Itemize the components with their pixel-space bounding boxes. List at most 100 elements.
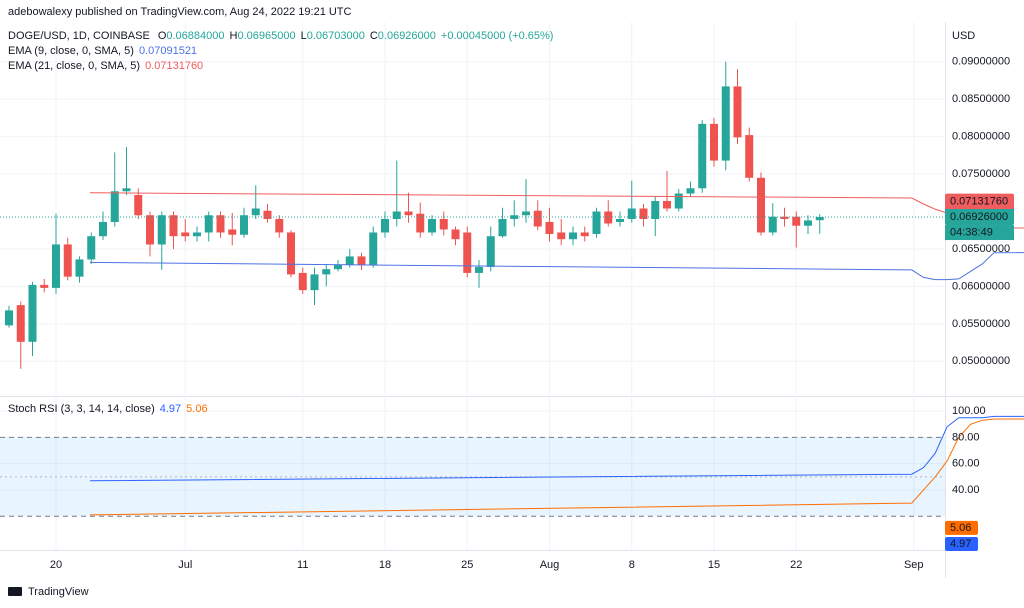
- ohlc: O0.06884000 H0.06965000 L0.06703000 C0.0692…: [158, 30, 554, 42]
- candle-body: [651, 201, 660, 219]
- candle-body: [439, 218, 448, 230]
- candle-body: [815, 217, 824, 221]
- y-tick-label: 100.00: [952, 405, 986, 417]
- ema21-legend: EMA (21, close, 0, SMA, 5) 0.07131760: [8, 60, 203, 72]
- candle-body: [181, 232, 190, 237]
- candle-body: [134, 195, 143, 216]
- ohlc-label: H: [230, 30, 238, 42]
- candle-body: [522, 211, 530, 216]
- candle-body: [369, 232, 378, 265]
- candle-body: [5, 310, 13, 326]
- ema21-name: EMA (21, close, 0, SMA, 5): [8, 60, 140, 72]
- x-tick-label: 15: [708, 559, 720, 571]
- stoch-legend: Stoch RSI (3, 3, 14, 14, close) 4.97 5.06: [8, 403, 208, 415]
- candle-body: [63, 244, 72, 277]
- ema-last-label: 0.07131760: [950, 196, 1008, 208]
- ohlc-value: 0.06884000: [166, 30, 224, 42]
- ohlc-change: +0.00045000 (+0.65%): [441, 30, 554, 42]
- ohlc-value: 0.06926000: [378, 30, 436, 42]
- candle-body: [639, 208, 648, 219]
- symbol: DOGE/USD, 1D, COINBASE: [8, 30, 150, 42]
- candle-body: [16, 305, 25, 342]
- candle-body: [627, 208, 636, 219]
- candle-body: [345, 256, 354, 265]
- grid: [0, 22, 945, 550]
- x-tick-label: 8: [629, 559, 635, 571]
- stoch-last-box: [945, 536, 978, 551]
- candle-body: [228, 229, 237, 235]
- logo: TradingView: [8, 586, 89, 598]
- y-tick-label: 0.06000000: [952, 280, 1010, 292]
- candle-body: [110, 191, 119, 222]
- ema-last-label-box: [945, 193, 1014, 210]
- candle-body: [533, 210, 542, 227]
- y-tick-label: 40.00: [952, 484, 980, 496]
- candle-body: [604, 211, 613, 224]
- candle-body: [169, 215, 178, 237]
- candle-body: [157, 215, 166, 245]
- y-tick-label: 80.00: [952, 431, 980, 443]
- candle-body: [381, 218, 389, 233]
- stoch-last-label: 4.97: [950, 538, 971, 550]
- candle-body: [87, 236, 96, 260]
- x-tick-label: 25: [461, 559, 473, 571]
- ema9-legend: EMA (9, close, 0, SMA, 5) 0.07091521: [8, 45, 197, 57]
- y-tick-label: 0.06500000: [952, 243, 1010, 255]
- marks: [0, 61, 1024, 516]
- candle-body: [75, 259, 84, 277]
- x-tick-label: Aug: [540, 559, 560, 571]
- candle-body: [451, 229, 460, 240]
- logo-icon: [8, 587, 22, 596]
- candle-body: [146, 215, 154, 245]
- candle-body: [486, 236, 495, 267]
- candle-body: [334, 264, 342, 270]
- x-tick-label: Sep: [904, 559, 924, 571]
- last-price-label-box: [945, 209, 1014, 226]
- candle-body: [745, 135, 754, 178]
- candle-body: [322, 269, 331, 275]
- ema9-name: EMA (9, close, 0, SMA, 5): [8, 45, 134, 57]
- candle-body: [122, 188, 131, 192]
- candle-body: [392, 211, 401, 219]
- candle-body: [99, 221, 107, 237]
- candle-body: [193, 232, 201, 237]
- candle-body: [592, 211, 601, 234]
- ohlc-value: 0.06703000: [307, 30, 365, 42]
- last-price-label-extra: 04:38:49: [950, 226, 993, 238]
- band-fill: [0, 437, 945, 517]
- candle-body: [710, 123, 718, 161]
- candle-body: [357, 256, 366, 265]
- symbol-legend: DOGE/USD, 1D, COINBASE O0.06884000 H0.0696…: [8, 30, 553, 42]
- candle-body: [780, 216, 789, 219]
- candle-body: [498, 218, 507, 237]
- candle-body: [463, 232, 472, 273]
- candle-body: [510, 215, 519, 219]
- x-tick-label: 20: [50, 559, 62, 571]
- stoch-title: Stoch RSI (3, 3, 14, 14, close): [8, 403, 155, 415]
- candle-body: [733, 86, 742, 138]
- candle-body: [416, 213, 425, 233]
- candle-body: [686, 188, 695, 194]
- candle-body: [404, 211, 413, 216]
- ohlc-label: L: [301, 30, 307, 42]
- ema9-value: 0.07091521: [139, 45, 197, 57]
- candle-body: [428, 218, 436, 233]
- candle-body: [580, 232, 589, 237]
- candle-body: [569, 232, 577, 240]
- candle-body: [698, 123, 707, 189]
- candle-body: [768, 216, 777, 233]
- y-tick-label: 0.08500000: [952, 93, 1010, 105]
- candle-body: [251, 208, 260, 216]
- ohlc-label: C: [370, 30, 378, 42]
- candle-body: [287, 232, 295, 275]
- candle-body: [545, 221, 554, 234]
- y-axis-label: USD: [952, 30, 975, 42]
- stoch-last-box: [945, 520, 978, 535]
- candle-body: [216, 215, 225, 233]
- candle-body: [298, 272, 307, 291]
- labels: 20 Jul 11 18 25 Aug 8 15 22 Sep 0.09000000 0.085000…: [50, 56, 1014, 571]
- candle-body: [240, 215, 248, 235]
- x-tick-label: 11: [297, 559, 308, 571]
- published-line: adebowalexy published on TradingView.com…: [8, 6, 352, 18]
